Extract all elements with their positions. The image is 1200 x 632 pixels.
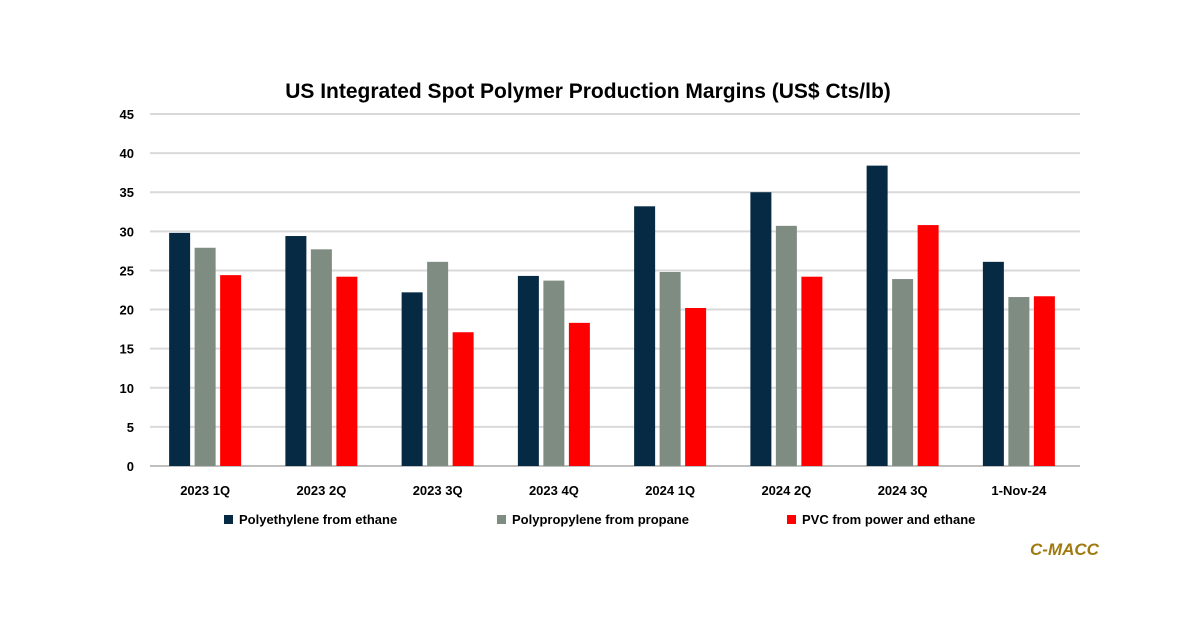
y-tick-label: 0 <box>127 459 134 474</box>
bar-pvc-from-power-and-ethane <box>685 307 707 466</box>
bar-polypropylene-from-propane <box>775 225 797 466</box>
y-tick-label: 40 <box>120 146 134 161</box>
bar-polypropylene-from-propane <box>427 261 449 466</box>
bar-polyethylene-from-ethane <box>517 275 539 466</box>
bar-pvc-from-power-and-ethane <box>452 332 474 466</box>
bar-polyethylene-from-ethane <box>401 292 423 466</box>
bar-polyethylene-from-ethane <box>982 261 1004 466</box>
bar-polypropylene-from-propane <box>194 247 216 466</box>
x-tick-label: 2024 3Q <box>878 483 928 498</box>
x-tick-label: 2023 4Q <box>529 483 579 498</box>
y-tick-label: 35 <box>120 185 134 200</box>
bar-polypropylene-from-propane <box>892 279 914 466</box>
y-tick-label: 25 <box>120 263 134 278</box>
brand-logo: C-MACC <box>1030 540 1099 559</box>
x-tick-label: 2024 1Q <box>645 483 695 498</box>
bar-polypropylene-from-propane <box>310 249 332 466</box>
bar-polyethylene-from-ethane <box>169 232 191 466</box>
bar-pvc-from-power-and-ethane <box>801 276 823 466</box>
x-tick-label: 2024 2Q <box>761 483 811 498</box>
legend-swatch <box>787 515 796 524</box>
bar-pvc-from-power-and-ethane <box>917 225 939 466</box>
x-tick-label: 2023 1Q <box>180 483 230 498</box>
bar-polyethylene-from-ethane <box>285 236 307 466</box>
y-tick-label: 45 <box>120 107 134 122</box>
bar-pvc-from-power-and-ethane <box>1033 296 1055 466</box>
x-tick-label: 2023 2Q <box>296 483 346 498</box>
bar-polypropylene-from-propane <box>543 280 565 466</box>
y-tick-label: 20 <box>120 303 134 318</box>
y-tick-label: 10 <box>120 381 134 396</box>
bar-pvc-from-power-and-ethane <box>336 276 358 466</box>
bar-polypropylene-from-propane <box>1008 297 1030 466</box>
y-tick-label: 5 <box>127 420 134 435</box>
x-tick-label: 2023 3Q <box>413 483 463 498</box>
bar-polypropylene-from-propane <box>659 272 681 466</box>
bar-pvc-from-power-and-ethane <box>568 322 590 466</box>
bar-polyethylene-from-ethane <box>634 206 656 466</box>
legend-label: Polypropylene from propane <box>512 512 689 527</box>
bar-polyethylene-from-ethane <box>866 165 888 467</box>
chart-title: US Integrated Spot Polymer Production Ma… <box>285 80 891 103</box>
legend-label: PVC from power and ethane <box>802 512 975 527</box>
legend-swatch <box>497 515 506 524</box>
bar-pvc-from-power-and-ethane <box>220 275 242 466</box>
legend-label: Polyethylene from ethane <box>239 512 397 527</box>
legend-swatch <box>224 515 233 524</box>
y-tick-label: 15 <box>120 342 134 357</box>
y-tick-label: 30 <box>120 224 134 239</box>
x-tick-label: 1-Nov-24 <box>991 483 1047 498</box>
bar-polyethylene-from-ethane <box>750 192 772 466</box>
